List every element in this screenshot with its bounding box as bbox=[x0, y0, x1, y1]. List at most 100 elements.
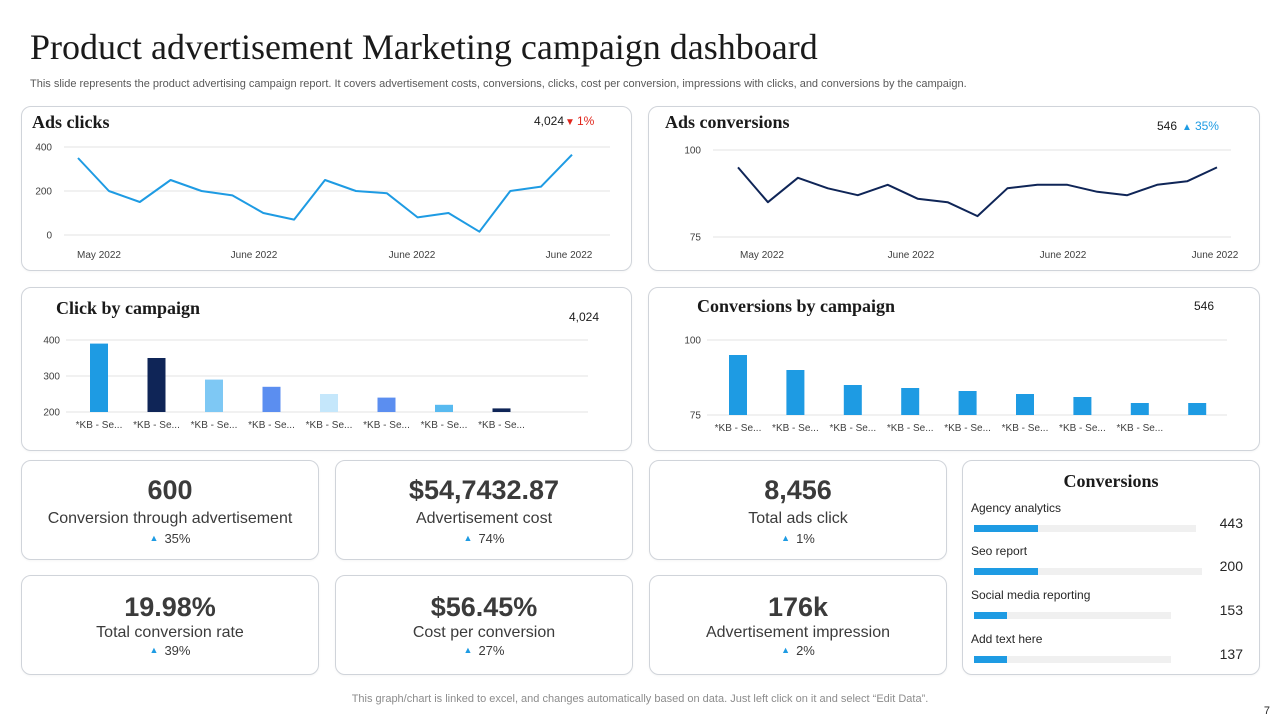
page-subtitle: This slide represents the product advert… bbox=[30, 78, 967, 90]
x-tick-label: *KB - Se... bbox=[829, 423, 876, 434]
footer-note: This graph/chart is linked to excel, and… bbox=[351, 693, 929, 705]
kpi-value: 176k bbox=[767, 592, 829, 622]
x-tick-label: *KB - Se... bbox=[76, 420, 123, 431]
conversions-title: Conversions bbox=[1063, 471, 1159, 491]
y-tick-label: 200 bbox=[43, 408, 60, 419]
ads-clicks-card[interactable]: Ads clicks 4,024▼ 1% 0 200 400 May 2022 June … bbox=[21, 106, 632, 271]
conversion-bar-fill bbox=[974, 656, 1008, 663]
x-tick-label: *KB - Se... bbox=[421, 420, 468, 431]
trend-up-icon: ▲ bbox=[463, 533, 473, 543]
kpi-change-value: 2% bbox=[796, 643, 815, 658]
series-line bbox=[77, 154, 573, 233]
x-tick-label: *KB - Se... bbox=[133, 420, 180, 431]
conversions-by-campaign-chart[interactable]: 75 100 *KB - Se... *KB - Se... *KB - Se... *K… bbox=[649, 288, 1261, 452]
bar bbox=[1016, 394, 1034, 415]
kpi-change: ▲ 74% bbox=[336, 531, 632, 546]
bar bbox=[843, 385, 862, 415]
kpi-change-value: 74% bbox=[478, 531, 505, 546]
y-tick-label: 200 bbox=[35, 187, 52, 198]
conversion-item: Add text here 137 bbox=[971, 632, 1249, 676]
click-by-campaign-card[interactable]: Click by campaign 4,024 200 300 400 *KB - S… bbox=[21, 287, 632, 451]
kpi-label: Total conversion rate bbox=[96, 624, 244, 641]
conversion-item-label: Add text here bbox=[971, 632, 1043, 646]
kpi-change: ▲ 35% bbox=[22, 531, 318, 546]
x-tick-label: *KB - Se... bbox=[478, 420, 525, 431]
ads-clicks-chart[interactable]: 0 200 400 May 2022 June 2022 June 2022 June 20… bbox=[22, 107, 633, 272]
conversion-item-value: 153 bbox=[1219, 602, 1243, 618]
ads-clicks-total-value: 4,024 bbox=[534, 114, 565, 128]
bar bbox=[1188, 403, 1207, 415]
kpi-label: Advertisement impression bbox=[705, 624, 891, 641]
x-tick-label: June 2022 bbox=[546, 250, 593, 261]
bar bbox=[492, 408, 511, 412]
ads-clicks-change: 1% bbox=[576, 114, 595, 128]
conversion-item: Seo report 200 bbox=[971, 544, 1249, 588]
trend-up-icon: ▲ bbox=[463, 645, 473, 655]
click-by-campaign-total: 4,024 bbox=[569, 310, 600, 324]
trend-up-icon: ▲ bbox=[781, 533, 791, 543]
conversion-item-label: Seo report bbox=[971, 544, 1028, 558]
x-tick-label: *KB - Se... bbox=[1002, 423, 1049, 434]
y-tick-label: 75 bbox=[690, 233, 702, 244]
x-tick-label: June 2022 bbox=[888, 250, 935, 261]
bar bbox=[147, 358, 166, 412]
y-tick-label: 300 bbox=[43, 372, 60, 383]
ads-conversions-chart[interactable]: 75 100 May 2022 June 2022 June 2022 June 2022 bbox=[649, 107, 1261, 272]
x-tick-label: *KB - Se... bbox=[363, 420, 410, 431]
bar bbox=[1073, 397, 1092, 415]
trend-up-icon: ▲ bbox=[1182, 122, 1192, 133]
y-tick-label: 400 bbox=[43, 336, 60, 347]
y-tick-label: 0 bbox=[46, 231, 52, 242]
kpi-value: 19.98% bbox=[124, 592, 216, 622]
kpi-value: 600 bbox=[147, 475, 193, 505]
kpi-card-conversion-through-ad[interactable]: 600 Conversion through advertisement ▲ 35… bbox=[21, 460, 319, 560]
conversion-item: Social media reporting 153 bbox=[971, 588, 1249, 632]
bar bbox=[435, 404, 453, 412]
kpi-change-value: 1% bbox=[796, 531, 815, 546]
conversions-by-campaign-card[interactable]: Conversions by campaign 546 75 100 *KB - S… bbox=[648, 287, 1260, 451]
conversion-bar-track bbox=[974, 656, 1171, 663]
bar bbox=[901, 388, 920, 415]
ads-conversions-card[interactable]: Ads conversions 546 ▲ 35% 75 100 May 2022 Jun… bbox=[648, 106, 1260, 271]
ads-conversions-total-value: 546 bbox=[1157, 119, 1178, 133]
page-number: 7 bbox=[1263, 705, 1270, 717]
kpi-change: ▲ 1% bbox=[650, 531, 946, 546]
kpi-change: ▲ 39% bbox=[22, 643, 318, 658]
conversions-card[interactable]: Conversions Agency analytics 443 Seo rep… bbox=[962, 460, 1260, 675]
kpi-label: Total ads click bbox=[748, 510, 848, 527]
page-title: Product advertisement Marketing campaign… bbox=[30, 27, 818, 67]
bar bbox=[1130, 403, 1149, 415]
kpi-change: ▲ 27% bbox=[336, 643, 632, 658]
kpi-card-total-ads-click[interactable]: 8,456 Total ads click ▲ 1% bbox=[649, 460, 947, 560]
bar bbox=[958, 391, 977, 415]
x-tick-label: *KB - Se... bbox=[306, 420, 353, 431]
x-tick-label: June 2022 bbox=[231, 250, 278, 261]
kpi-card-cost-per-conversion[interactable]: $56.45% Cost per conversion ▲ 27% bbox=[335, 575, 633, 675]
x-tick-label: June 2022 bbox=[1040, 250, 1087, 261]
bar bbox=[729, 355, 747, 415]
kpi-card-total-conversion-rate[interactable]: 19.98% Total conversion rate ▲ 39% bbox=[21, 575, 319, 675]
bar bbox=[205, 379, 223, 412]
x-tick-label: June 2022 bbox=[1192, 250, 1239, 261]
conversion-bar-fill bbox=[974, 525, 1039, 532]
trend-up-icon: ▲ bbox=[781, 645, 791, 655]
click-by-campaign-title: Click by campaign bbox=[56, 298, 201, 318]
x-tick-label: *KB - Se... bbox=[248, 420, 295, 431]
trend-up-icon: ▲ bbox=[149, 645, 159, 655]
bar bbox=[320, 394, 338, 412]
conversion-item-value: 137 bbox=[1219, 646, 1243, 662]
ads-clicks-total: 4,024▼ 1% bbox=[534, 114, 594, 128]
kpi-value: 8,456 bbox=[764, 475, 832, 505]
kpi-label: Conversion through advertisement bbox=[47, 510, 293, 527]
trend-up-icon: ▲ bbox=[149, 533, 159, 543]
kpi-card-advertisement-impression[interactable]: 176k Advertisement impression ▲ 2% bbox=[649, 575, 947, 675]
kpi-value: $54,7432.87 bbox=[408, 475, 560, 505]
ads-conversions-total: 546 ▲ 35% bbox=[1157, 119, 1219, 133]
x-tick-label: May 2022 bbox=[77, 250, 121, 261]
click-by-campaign-chart[interactable]: 200 300 400 *KB - Se... *KB - Se... *KB - Se.… bbox=[22, 288, 633, 452]
kpi-card-advertisement-cost[interactable]: $54,7432.87 Advertisement cost ▲ 74% bbox=[335, 460, 633, 560]
x-tick-label: *KB - Se... bbox=[1059, 423, 1106, 434]
trend-down-icon: ▼ bbox=[565, 117, 575, 128]
ads-conversions-change: 35% bbox=[1194, 119, 1219, 133]
kpi-change-value: 27% bbox=[478, 643, 505, 658]
